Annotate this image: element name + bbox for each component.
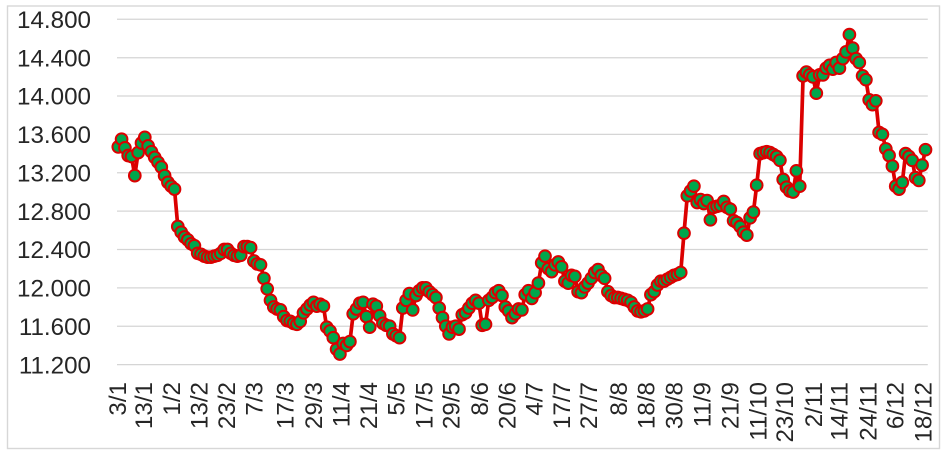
svg-text:18/12: 18/12 bbox=[911, 382, 938, 443]
svg-text:6/12: 6/12 bbox=[883, 382, 910, 429]
svg-text:30/8: 30/8 bbox=[662, 382, 689, 429]
svg-text:17/7: 17/7 bbox=[549, 382, 576, 429]
svg-text:13/2: 13/2 bbox=[187, 382, 214, 429]
svg-text:14.000: 14.000 bbox=[17, 84, 91, 111]
svg-text:21/9: 21/9 bbox=[717, 382, 744, 429]
svg-text:11/9: 11/9 bbox=[689, 382, 716, 427]
svg-text:29/5: 29/5 bbox=[439, 382, 466, 429]
svg-text:11/4: 11/4 bbox=[329, 382, 356, 427]
svg-text:24/11: 24/11 bbox=[855, 382, 882, 441]
svg-text:20/6: 20/6 bbox=[495, 382, 522, 429]
svg-text:13/1: 13/1 bbox=[131, 382, 158, 429]
svg-text:8/6: 8/6 bbox=[467, 382, 494, 416]
svg-text:21/4: 21/4 bbox=[356, 382, 383, 429]
svg-text:14/11: 14/11 bbox=[827, 382, 854, 441]
svg-text:23/10: 23/10 bbox=[772, 382, 799, 443]
svg-text:11.200: 11.200 bbox=[19, 352, 91, 379]
svg-text:8/8: 8/8 bbox=[606, 382, 633, 416]
svg-text:2/11: 2/11 bbox=[801, 382, 828, 427]
svg-text:3/1: 3/1 bbox=[105, 382, 132, 416]
svg-text:12.400: 12.400 bbox=[17, 237, 91, 264]
svg-text:17/5: 17/5 bbox=[411, 382, 438, 429]
svg-text:13.200: 13.200 bbox=[17, 160, 91, 187]
svg-text:7/3: 7/3 bbox=[242, 382, 269, 416]
svg-text:29/3: 29/3 bbox=[301, 382, 328, 429]
svg-text:23/2: 23/2 bbox=[214, 382, 241, 429]
svg-text:4/7: 4/7 bbox=[522, 382, 549, 416]
svg-text:11/10: 11/10 bbox=[745, 382, 772, 441]
svg-text:12.000: 12.000 bbox=[17, 276, 91, 303]
svg-text:14.400: 14.400 bbox=[17, 45, 91, 72]
svg-text:12.800: 12.800 bbox=[17, 199, 91, 226]
svg-text:17/3: 17/3 bbox=[273, 382, 300, 429]
svg-text:27/7: 27/7 bbox=[576, 382, 603, 429]
svg-text:5/5: 5/5 bbox=[383, 382, 410, 416]
svg-text:13.600: 13.600 bbox=[17, 122, 91, 149]
svg-text:11.600: 11.600 bbox=[19, 314, 91, 341]
svg-text:1/2: 1/2 bbox=[159, 382, 186, 416]
svg-text:18/8: 18/8 bbox=[634, 382, 661, 429]
svg-text:14.800: 14.800 bbox=[17, 7, 91, 34]
